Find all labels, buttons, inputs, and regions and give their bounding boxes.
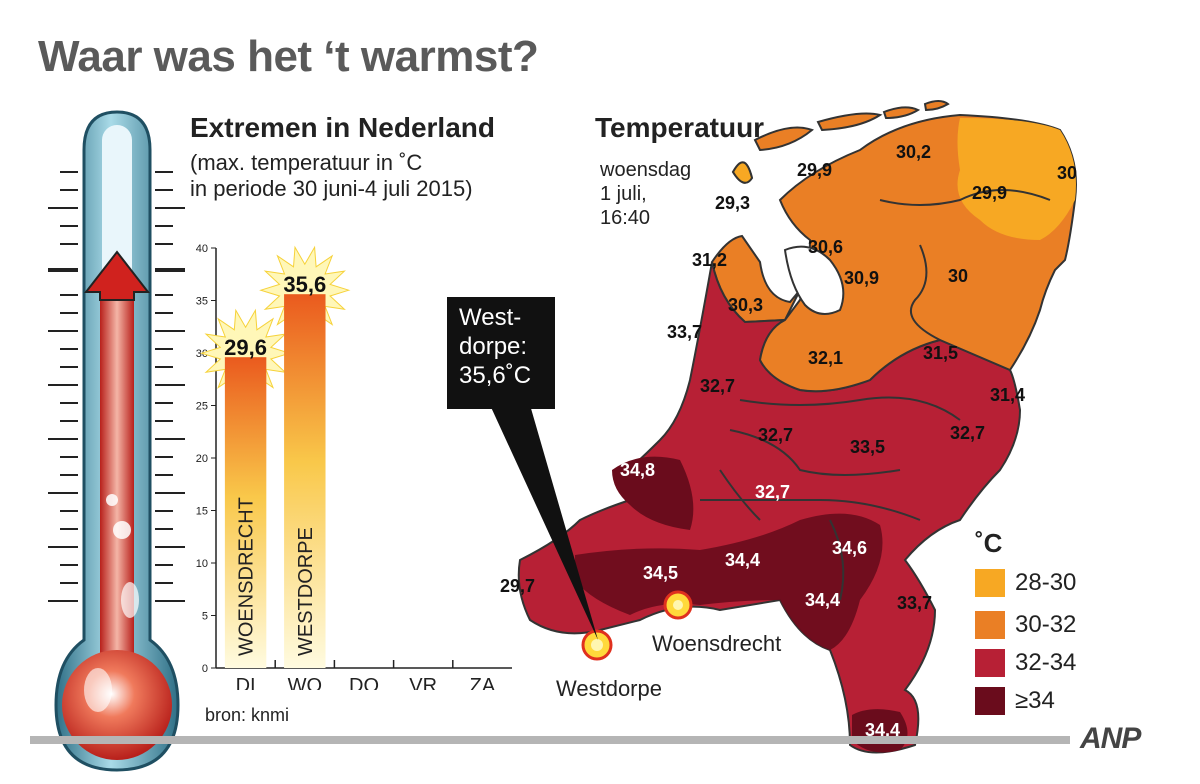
legend-swatch — [975, 687, 1005, 715]
bar — [224, 357, 267, 668]
y-tick-label: 10 — [196, 558, 208, 570]
bar-station-label: WESTDORPE — [295, 527, 317, 656]
callout-line2: dorpe: — [459, 333, 528, 360]
map-value-label: 30,2 — [896, 142, 932, 162]
bar — [284, 294, 326, 668]
map-value-label: 33,7 — [667, 322, 703, 342]
map-value-label: 33,7 — [897, 593, 933, 613]
map-value-label: 29,9 — [797, 160, 833, 180]
page-title: Waar was het ‘t warmst? — [38, 32, 539, 81]
legend-label: 28-30 — [1015, 569, 1077, 596]
timestamp-line3: 16:40 — [600, 207, 651, 229]
map-value-label: 30,9 — [844, 268, 880, 288]
credit-logo: ANP — [1080, 722, 1141, 755]
map-value-label: 32,7 — [950, 423, 986, 443]
footer-rule — [30, 736, 1070, 744]
bar-value-label: 29,6 — [224, 335, 267, 360]
sun-icon-woensdrecht — [663, 590, 693, 620]
y-tick-label: 35 — [196, 296, 208, 308]
map-value-label: 30 — [1057, 163, 1078, 183]
city-label-westdorpe: Westdorpe — [556, 676, 662, 701]
callout-pointer — [490, 405, 598, 640]
map-value-label: 29,3 — [715, 193, 751, 213]
wadden-islands — [731, 100, 950, 184]
map-value-label: 34,4 — [725, 550, 761, 570]
map-value-label: 29,7 — [500, 576, 536, 596]
map-value-label: 30,6 — [808, 237, 844, 257]
y-tick-label: 30 — [196, 348, 208, 360]
sun-icon-westdorpe — [581, 629, 613, 661]
x-tick-label: DO — [349, 675, 379, 690]
legend-swatch — [975, 611, 1005, 639]
arrow-up-icon — [83, 250, 151, 301]
legend-label: 32-34 — [1015, 649, 1077, 676]
callout-line3: 35,6˚C — [459, 362, 532, 389]
bar-chart: 0 5 10 15 20 25 30 35 40 DI 29,6 WOENSDRECHT WO 35,6 W… — [196, 243, 512, 690]
legend-item: ≥34 — [975, 686, 1055, 716]
chart-subtitle-line2: in periode 30 juni-4 juli 2015) — [190, 176, 473, 201]
thermometer-illustration — [48, 110, 185, 772]
legend-item: 28-30 — [975, 568, 1076, 598]
x-tick-label: DI — [236, 675, 256, 690]
map-value-label: 30 — [948, 266, 969, 286]
map-value-label: 34,4 — [865, 720, 901, 740]
source-label: bron: knmi — [205, 705, 290, 725]
map-value-label: 34,5 — [643, 563, 679, 583]
map-value-label: 33,5 — [850, 437, 886, 457]
map-value-label: 29,9 — [972, 183, 1008, 203]
map-timestamp: woensdag 1 juli, 16:40 — [600, 158, 691, 230]
map-value-label: 34,4 — [805, 590, 841, 610]
chart-subtitle-line1: (max. temperatuur in ˚C — [190, 150, 423, 175]
x-tick-label: WO — [288, 675, 322, 690]
callout-line1: West- — [459, 304, 522, 331]
map-value-label: 31,2 — [692, 250, 728, 270]
map-value-label: 30,3 — [728, 295, 764, 315]
map-value-label: 34,6 — [832, 538, 868, 558]
legend-item: 32-34 — [975, 648, 1076, 678]
legend-item: 30-32 — [975, 610, 1076, 640]
y-tick-label: 0 — [202, 663, 208, 675]
y-tick-label: 40 — [196, 243, 208, 255]
map-value-label: 32,7 — [700, 376, 736, 396]
x-tick-label: ZA — [470, 675, 496, 690]
legend-label: 30-32 — [1015, 611, 1077, 638]
chart-heading: Extremen in Nederland — [190, 112, 495, 143]
legend-unit: ˚C — [975, 528, 1003, 558]
timestamp-line1: woensdag — [600, 159, 692, 181]
map-value-label: 32,1 — [808, 348, 844, 368]
province-borders — [699, 189, 1051, 601]
y-tick-label: 25 — [196, 401, 208, 413]
callout-box: West- dorpe: 35,6˚C — [447, 297, 555, 409]
map-value-label: 31,5 — [923, 343, 959, 363]
thermometer-scale — [48, 171, 185, 602]
timestamp-line2: 1 juli, — [600, 183, 647, 205]
legend-swatch — [975, 569, 1005, 597]
y-tick-label: 5 — [202, 611, 208, 623]
map-value-label: 32,7 — [758, 425, 794, 445]
map-value-label: 34,8 — [620, 460, 656, 480]
legend-label: ≥34 — [1015, 687, 1055, 714]
map-value-label: 32,7 — [755, 482, 791, 502]
y-tick-label: 20 — [196, 453, 208, 465]
city-label-woensdrecht: Woensdrecht — [652, 631, 782, 656]
map-value-label: 31,4 — [990, 385, 1026, 405]
x-tick-label: VR — [409, 675, 437, 690]
bar-value-label: 35,6 — [283, 272, 326, 297]
legend-swatch — [975, 649, 1005, 677]
y-tick-label: 15 — [196, 506, 208, 518]
map-heading: Temperatuur — [595, 112, 765, 143]
bar-station-label: WOENSDRECHT — [236, 497, 258, 656]
